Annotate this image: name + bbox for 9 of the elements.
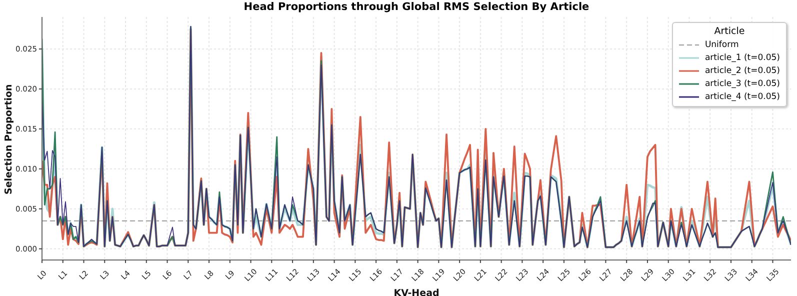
legend-label: article_4 (t=0.05) — [704, 92, 780, 102]
legend-label: Uniform — [704, 40, 739, 50]
legend-title: Article — [713, 26, 746, 37]
y-axis-title: Selection Proportion — [3, 84, 14, 194]
legend-label: article_2 (t=0.05) — [704, 66, 780, 76]
chart-title: Head Proportions through Global RMS Selection By Article — [242, 1, 590, 13]
legend-label: article_1 (t=0.05) — [704, 52, 780, 62]
x-axis-title: KV-Head — [394, 288, 440, 296]
legend-label: article_3 (t=0.05) — [704, 78, 780, 88]
